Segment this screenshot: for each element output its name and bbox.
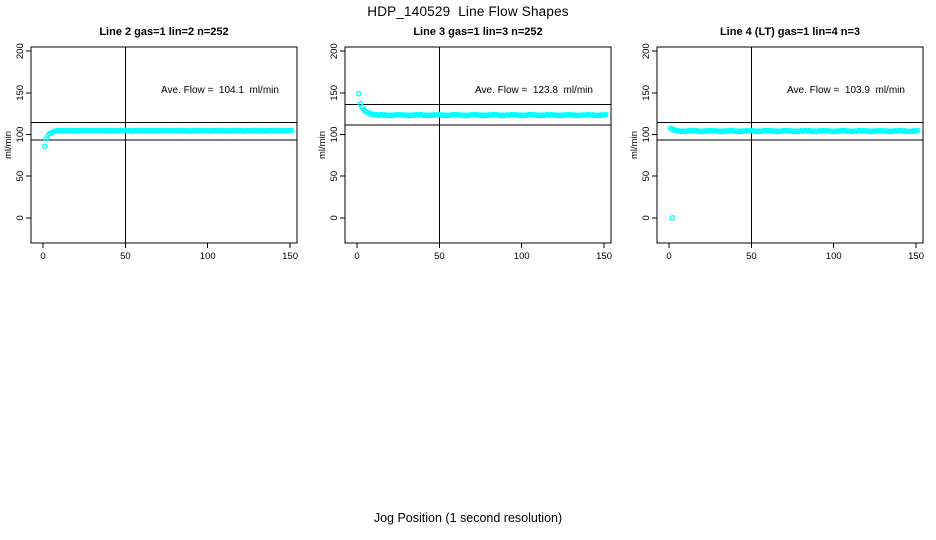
plot-box	[30, 46, 298, 244]
scatter-points	[41, 127, 295, 149]
y-tick-label: 150	[641, 85, 652, 101]
y-tick-label: 150	[329, 85, 340, 101]
panel-2-title: Line 3 gas=1 lin=3 n=252	[413, 26, 543, 38]
x-tick-label: 50	[434, 251, 445, 262]
y-tick-label: 100	[329, 127, 340, 143]
page-title: HDP_140529 Line Flow Shapes	[367, 4, 569, 19]
panel-1-y-axis-label: ml/min	[3, 131, 14, 159]
y-tick-label: 50	[329, 171, 340, 182]
x-tick-label: 0	[40, 251, 45, 262]
panel-1-title: Line 2 gas=1 lin=2 n=252	[99, 26, 229, 38]
x-tick-label: 50	[746, 251, 757, 262]
data-point	[669, 214, 676, 221]
data-point	[602, 111, 609, 118]
x-tick-label: 150	[596, 251, 612, 262]
panel-2: 0 50 100 150 0 50 100 150 200	[329, 43, 612, 262]
y-tick-label: 100	[15, 127, 26, 143]
x-tick-label: 100	[826, 251, 842, 262]
x-tick-label: 0	[354, 251, 359, 262]
x-tick-label: 0	[666, 251, 671, 262]
y-tick-label: 50	[641, 171, 652, 182]
y-tick-label: 50	[15, 171, 26, 182]
y-tick-label: 0	[329, 215, 340, 220]
x-tick-label: 100	[200, 251, 216, 262]
y-tick-label: 200	[641, 43, 652, 59]
panel-3: 0 50 100 150 0 50 100 150 200	[641, 43, 924, 262]
y-tick-label: 0	[641, 215, 652, 220]
panel-2-y-axis-label: ml/min	[317, 131, 328, 159]
y-tick-label: 0	[15, 215, 26, 220]
panel-1-ave-flow-annotation: Ave. Flow = 104.1 ml/min	[161, 85, 279, 96]
panel-1: 0 50 100 150 0 50 100 150 200	[15, 43, 298, 262]
data-point	[288, 127, 295, 134]
panel-3-title: Line 4 (LT) gas=1 lin=4 n=3	[719, 26, 861, 38]
data-point	[355, 90, 362, 97]
data-point	[914, 127, 921, 134]
data-point	[41, 143, 48, 149]
y-tick-label: 150	[15, 85, 26, 101]
y-tick-label: 200	[329, 43, 340, 59]
x-tick-label: 150	[282, 251, 298, 262]
plot-box	[344, 46, 612, 244]
y-tick-label: 200	[15, 43, 26, 59]
y-tick-label: 100	[641, 127, 652, 143]
plot-box	[656, 46, 924, 244]
x-axis-label: Jog Position (1 second resolution)	[373, 511, 563, 525]
x-tick-label: 100	[514, 251, 530, 262]
scatter-points	[667, 125, 921, 221]
panel-2-ave-flow-annotation: Ave. Flow = 123.8 ml/min	[475, 85, 593, 96]
scatter-points	[355, 90, 609, 119]
panel-3-y-axis-label: ml/min	[629, 131, 640, 159]
x-tick-label: 50	[120, 251, 131, 262]
panel-3-ave-flow-annotation: Ave. Flow = 103.9 ml/min	[787, 85, 905, 96]
x-tick-label: 150	[908, 251, 924, 262]
